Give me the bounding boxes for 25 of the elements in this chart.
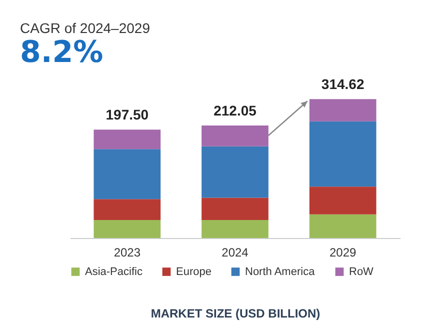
x-tick-label: 2024 bbox=[222, 246, 249, 260]
chart-title: CAGR of 2024–2029 bbox=[20, 20, 150, 36]
bar bbox=[94, 149, 161, 200]
bar bbox=[309, 121, 376, 187]
bar bbox=[94, 199, 161, 220]
annotation: 212.05 bbox=[214, 102, 257, 118]
annotation: 197.50 bbox=[106, 106, 149, 123]
legend-label: RoW bbox=[349, 266, 374, 278]
bar bbox=[309, 99, 376, 122]
bar bbox=[309, 214, 376, 238]
chart-subtitle: 8.2% bbox=[20, 35, 104, 70]
bar bbox=[202, 198, 268, 220]
x-axis-title: MARKET SIZE (USD BILLION) bbox=[150, 306, 320, 320]
bar bbox=[202, 126, 268, 146]
bar bbox=[309, 186, 376, 214]
legend-label: Asia-Pacific bbox=[85, 266, 143, 278]
x-tick-label: 2023 bbox=[114, 246, 141, 260]
bar bbox=[202, 146, 268, 198]
annotation: 314.62 bbox=[321, 76, 364, 92]
bar bbox=[94, 130, 161, 150]
bar bbox=[202, 220, 268, 238]
x-tick-label: 2029 bbox=[329, 246, 357, 260]
bar bbox=[94, 220, 161, 238]
legend-label: Europe bbox=[176, 266, 212, 278]
legend-label: North America bbox=[245, 266, 316, 278]
